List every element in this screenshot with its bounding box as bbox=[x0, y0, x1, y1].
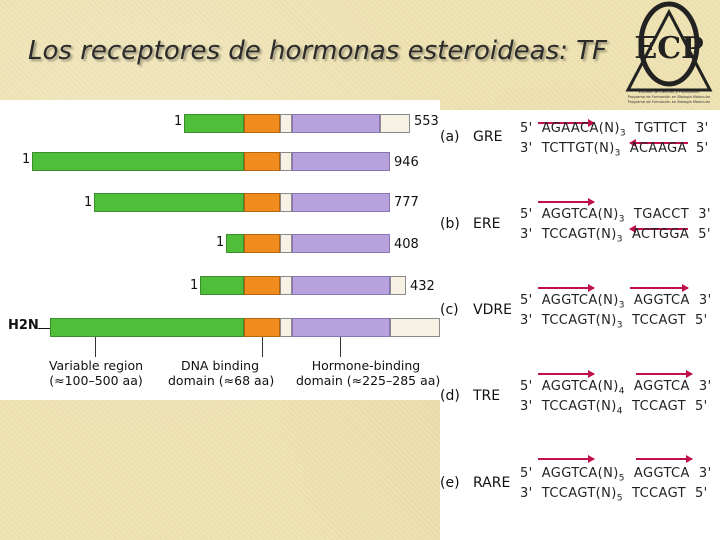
dna-binding-pointer bbox=[262, 337, 263, 357]
arrow-right-icon bbox=[636, 370, 693, 378]
element-label: (a) bbox=[440, 129, 460, 145]
arrow-right-icon bbox=[538, 119, 595, 127]
legend-variable-region: Variable region (≈100–500 aa) bbox=[44, 358, 148, 388]
sequence-bottom: 3' TCCAGT(N)5 TCCAGT 5' bbox=[520, 486, 708, 504]
logo-caption-2: Programa de Formación en Biología Molecu… bbox=[627, 95, 711, 99]
legend-variable-region-line2: (≈100–500 aa) bbox=[49, 373, 143, 388]
hormone-binding-bar bbox=[292, 276, 390, 295]
dna-binding-bar bbox=[244, 234, 280, 253]
hormone-binding-pointer bbox=[340, 337, 341, 357]
variable-region-bar bbox=[50, 318, 244, 337]
dna-binding-bar bbox=[244, 114, 280, 133]
sequence-bottom: 3' TCCAGT(N)4 TCCAGT 5' bbox=[520, 399, 708, 417]
receptor-end: 432 bbox=[410, 279, 435, 294]
hormone-binding-bar bbox=[292, 234, 390, 253]
hinge-bar bbox=[280, 152, 292, 171]
variable-region-bar bbox=[94, 193, 244, 212]
receptor-domain-figure: 1 553 1 946 1 777 1 408 1 bbox=[0, 100, 440, 400]
element-name: ERE bbox=[473, 216, 501, 232]
variable-region-bar bbox=[32, 152, 244, 171]
element-label: (e) bbox=[440, 475, 460, 491]
receptor-start: H2N bbox=[8, 318, 39, 333]
receptor-start: 1 bbox=[84, 195, 93, 210]
dna-binding-bar bbox=[244, 152, 280, 171]
arrow-left-icon bbox=[629, 139, 688, 147]
response-elements-panel: (a) GRE 5' AGAACA(N)3 TGTTCT 3' 3' TCTTG… bbox=[440, 110, 720, 540]
hinge-bar bbox=[280, 276, 292, 295]
h2n-tick bbox=[38, 328, 50, 329]
sequence-bottom: 3' TCCAGT(N)3 TCCAGT 5' bbox=[520, 313, 708, 331]
sequence-top: 5' AGGTCA(N)3 AGGTCA 3' bbox=[520, 293, 712, 311]
arrow-right-icon bbox=[630, 284, 689, 292]
receptor-end: 553 bbox=[414, 114, 439, 129]
hinge-bar bbox=[280, 114, 292, 133]
dna-binding-bar bbox=[244, 318, 280, 337]
sequence-bottom: 3' TCCAGT(N)3 ACTGGA 5' bbox=[520, 227, 711, 245]
legend-variable-region-line1: Variable region bbox=[48, 358, 144, 373]
element-name: TRE bbox=[473, 388, 501, 404]
c-terminal-bar bbox=[380, 114, 410, 133]
hormone-binding-bar bbox=[292, 152, 390, 171]
sequence-top: 5' AGGTCA(N)5 AGGTCA 3' bbox=[520, 466, 712, 484]
element-name: GRE bbox=[473, 129, 503, 145]
arrow-right-icon bbox=[538, 284, 595, 292]
receptor-end: 946 bbox=[394, 155, 419, 170]
hormone-binding-bar bbox=[292, 114, 380, 133]
hinge-bar bbox=[280, 234, 292, 253]
variable-region-bar bbox=[226, 234, 244, 253]
sequence-top: 5' AGGTCA(N)3 TGACCT 3' bbox=[520, 207, 711, 225]
logo-letters: ECP bbox=[634, 31, 703, 66]
legend-hormone-binding-line1: Hormone-binding bbox=[311, 358, 421, 373]
legend-hormone-binding: Hormone-binding domain (≈225–285 aa) bbox=[296, 358, 441, 388]
logo-caption-3: Programa de Formación en Biología Molecu… bbox=[627, 100, 711, 104]
sequence-top: 5' AGAACA(N)3 TGTTCT 3' bbox=[520, 121, 709, 139]
receptor-start: 1 bbox=[22, 152, 31, 167]
element-name: VDRE bbox=[473, 302, 512, 318]
dna-binding-bar bbox=[244, 276, 280, 295]
element-label: (c) bbox=[440, 302, 459, 318]
hormone-binding-bar bbox=[292, 318, 390, 337]
sequence-top: 5' AGGTCA(N)4 AGGTCA 3' bbox=[520, 379, 712, 397]
variable-region-bar bbox=[184, 114, 244, 133]
arrow-left-icon bbox=[629, 225, 688, 233]
ecp-logo: ECP Escuela de Ciencias y Profesiones Pr… bbox=[622, 0, 716, 110]
variable-region-pointer bbox=[95, 337, 96, 357]
receptor-start: 1 bbox=[216, 235, 225, 250]
hormone-binding-bar bbox=[292, 193, 390, 212]
element-label: (b) bbox=[440, 216, 460, 232]
arrow-right-icon bbox=[538, 455, 595, 463]
hinge-bar bbox=[280, 193, 292, 212]
arrow-right-icon bbox=[636, 455, 693, 463]
sequence-bottom: 3' TCTTGT(N)3 ACAAGA 5' bbox=[520, 141, 709, 159]
receptor-end: 408 bbox=[394, 237, 419, 252]
legend-dna-binding-line2: domain (≈68 aa) bbox=[168, 373, 275, 388]
ecp-logo-mark: ECP bbox=[625, 1, 713, 92]
receptor-start: 1 bbox=[174, 114, 183, 129]
logo-caption-1: Escuela de Ciencias y Profesiones bbox=[638, 90, 700, 94]
element-name: RARE bbox=[473, 475, 511, 491]
dna-binding-bar bbox=[244, 193, 280, 212]
c-terminal-bar bbox=[390, 276, 406, 295]
legend-dna-binding-line1: DNA binding bbox=[180, 358, 260, 373]
legend-hormone-binding-line2: domain (≈225–285 aa) bbox=[296, 373, 441, 388]
c-terminal-bar bbox=[390, 318, 440, 337]
variable-region-bar bbox=[200, 276, 244, 295]
slide-title: Los receptores de hormonas esteroideas: … bbox=[28, 36, 607, 66]
legend-dna-binding: DNA binding domain (≈68 aa) bbox=[168, 358, 275, 388]
element-label: (d) bbox=[440, 388, 460, 404]
hinge-bar bbox=[280, 318, 292, 337]
arrow-right-icon bbox=[538, 198, 595, 206]
arrow-right-icon bbox=[538, 370, 595, 378]
receptor-end: 777 bbox=[394, 195, 419, 210]
receptor-start: 1 bbox=[190, 278, 199, 293]
